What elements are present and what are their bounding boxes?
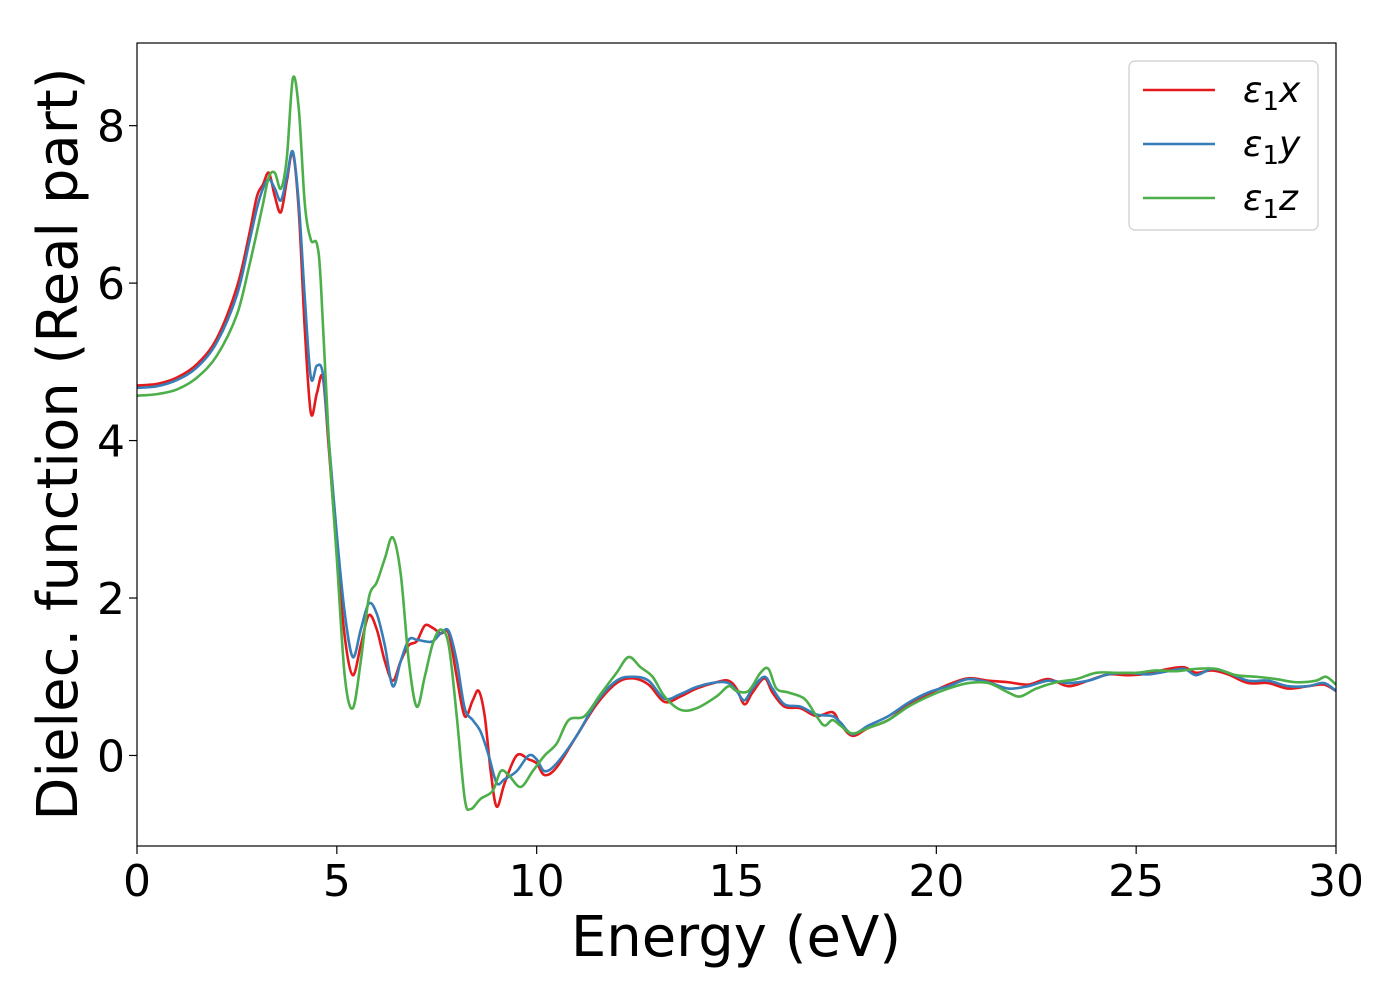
legend: ε1x ε1y ε1z (1128, 60, 1319, 231)
series-line-x (137, 151, 1336, 808)
y-tick-label: 2 (97, 574, 125, 625)
x-tick-label: 15 (709, 856, 765, 907)
x-tick-label: 10 (509, 856, 565, 907)
legend-box (1128, 60, 1319, 231)
y-tick-label: 6 (97, 259, 125, 310)
y-axis: 0 2 4 6 8 (97, 102, 137, 782)
y-tick-label: 0 (97, 731, 125, 782)
y-tick-label: 4 (97, 417, 125, 468)
y-tick-label: 8 (97, 102, 125, 153)
legend-label-z: ε1z (1243, 178, 1299, 225)
legend-label-x: ε1x (1243, 70, 1301, 117)
legend-label-y: ε1y (1243, 124, 1301, 171)
x-axis: 0 5 10 15 20 25 30 (123, 846, 1364, 907)
x-tick-label: 30 (1308, 856, 1364, 907)
x-tick-label: 25 (1108, 856, 1164, 907)
series-layer (137, 75, 1336, 812)
x-axis-label: Energy (eV) (571, 905, 901, 970)
x-tick-label: 5 (323, 856, 351, 907)
y-axis-label: Dielec. function (Real part) (26, 67, 91, 820)
x-tick-label: 20 (908, 856, 964, 907)
series-line-z (137, 75, 1336, 812)
x-tick-label: 0 (123, 856, 151, 907)
